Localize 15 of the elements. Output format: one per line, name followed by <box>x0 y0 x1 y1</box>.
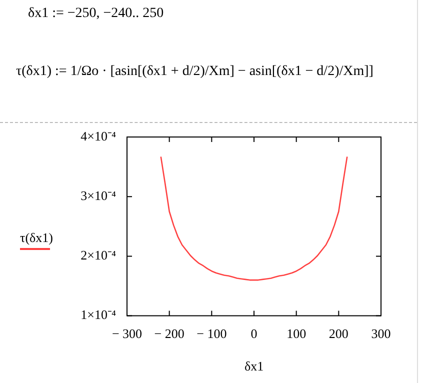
x-tick-label: − 200 <box>154 326 184 342</box>
x-tick-label: − 300 <box>112 326 142 342</box>
x-tick-label: − 100 <box>196 326 227 342</box>
y-tick-label: 2×10⁻⁴ <box>80 248 116 263</box>
x-tick-label: 300 <box>371 326 391 342</box>
x-tick-label: 0 <box>250 326 258 342</box>
y-tick-label: 3×10⁻⁴ <box>80 188 116 204</box>
y-tick-label: 1×10⁻⁴ <box>80 307 116 322</box>
y-tick-label: 4×10⁻⁴ <box>80 128 116 144</box>
text: δx1 := −250, −240.. 250 <box>28 6 164 22</box>
text: τ(δx1) := 1/Ωo · [asin[(δx1 + d/2)/Xm] − asin[(δx1 − d/2)/Xm]] <box>16 64 374 80</box>
x-axis-title: δx1 <box>244 358 264 374</box>
text: τ(δx1) <box>20 230 54 246</box>
x-tick-label: 200 <box>328 326 348 342</box>
x-tick-label: 100 <box>286 326 306 342</box>
